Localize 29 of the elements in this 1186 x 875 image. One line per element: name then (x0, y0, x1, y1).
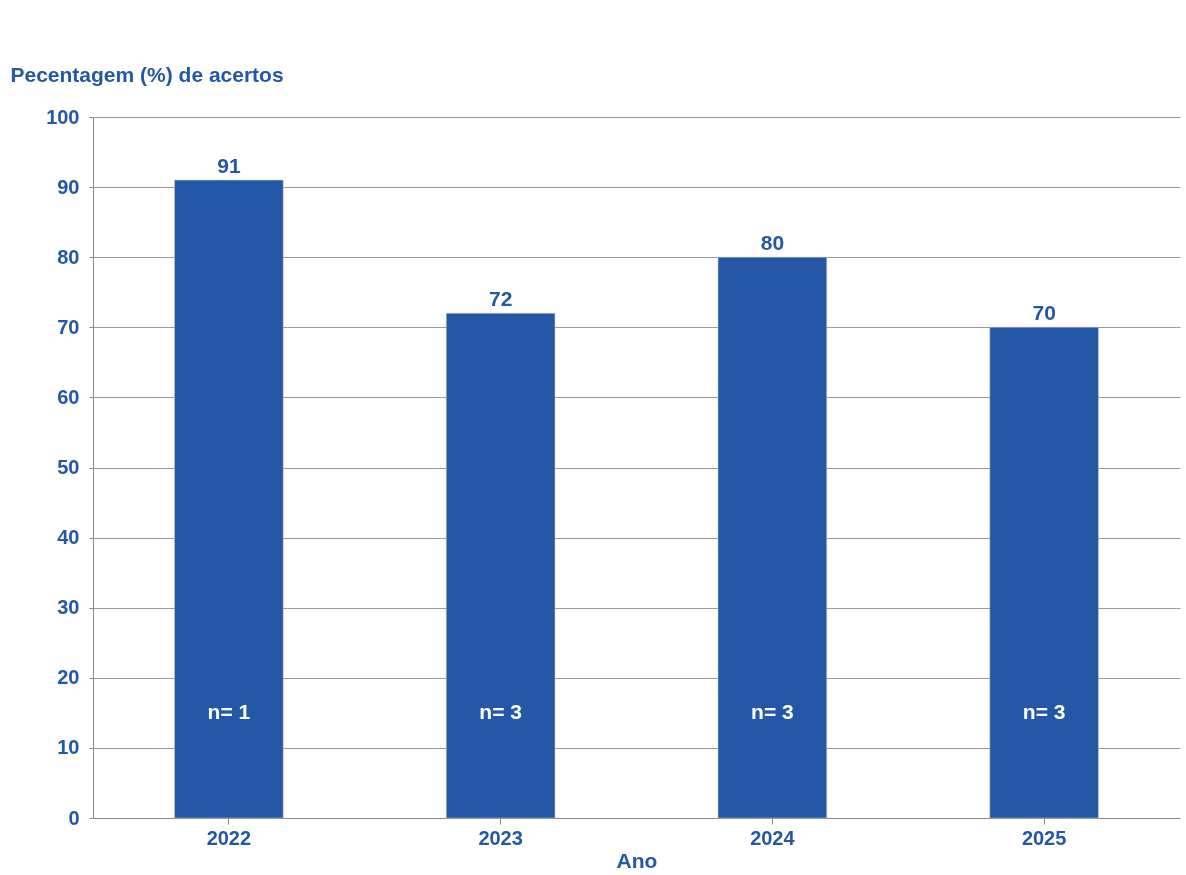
y-tick-label: 100 (46, 105, 80, 128)
x-axis-title: Ano (616, 848, 658, 872)
y-axis-title: Pecentagem (%) de acertos (10, 62, 284, 86)
x-tick-label: 2024 (750, 826, 796, 849)
annotation: n= 1 (207, 699, 251, 723)
y-tick-label: 90 (57, 175, 80, 198)
y-tick-label: 80 (57, 245, 80, 268)
y-tick-label: 70 (57, 315, 80, 338)
annotation: n= 3 (1022, 699, 1066, 723)
bar (717, 256, 827, 819)
annotation: n= 3 (751, 699, 794, 723)
x-tick-label: 2023 (478, 826, 523, 849)
bar (989, 327, 1099, 819)
x-tick-label: 2022 (206, 826, 252, 849)
y-tick-label: 50 (57, 456, 80, 478)
data-label: 91 (217, 154, 241, 178)
y-tick-label: 20 (57, 666, 80, 689)
annotation: n= 3 (479, 699, 522, 723)
y-tick-label: 10 (57, 736, 80, 759)
y-tick-label: 30 (57, 596, 80, 619)
y-tick-label: 0 (68, 806, 80, 829)
y-tick-label: 60 (57, 385, 80, 408)
y-tick-label: 40 (57, 526, 80, 549)
data-label: 72 (488, 287, 513, 311)
data-label: 80 (760, 231, 785, 255)
x-tick-label: 2025 (1021, 826, 1067, 849)
data-label: 70 (1032, 301, 1056, 325)
bar (446, 313, 556, 819)
bar (174, 179, 284, 819)
